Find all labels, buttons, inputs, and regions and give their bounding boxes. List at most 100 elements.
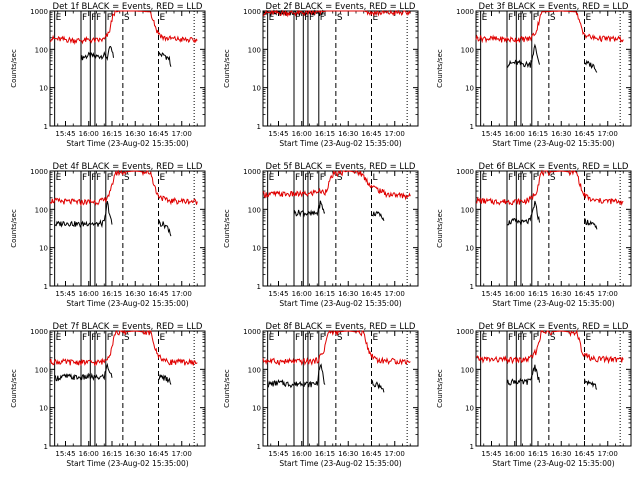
x-tick-label: 16:30 (338, 290, 358, 298)
event-marker-label: F (320, 173, 325, 183)
chart-panel-3: Det 3f BLACK = Events, RED = LLD 1 10 100 10… (436, 2, 632, 148)
x-tick-label: 17:00 (385, 290, 405, 298)
lld-series-line (475, 169, 624, 206)
chart-panel-2: Det 2f BLACK = Events, RED = LLD 1 10 100 10… (223, 2, 419, 148)
y-tick-label: 100 (461, 366, 474, 374)
y-axis-label: Counts/sec (223, 369, 231, 408)
event-marker-label: F (304, 173, 309, 183)
event-marker-label: E (482, 13, 488, 23)
event-marker-label: E (586, 13, 592, 23)
x-tick-label: 16:30 (551, 130, 571, 138)
x-tick-label: 16:15 (315, 290, 335, 298)
x-tick-label: 15:45 (268, 130, 288, 138)
x-tick-label: 16:45 (574, 130, 594, 138)
x-axis-label: Start Time (23-Aug-02 15:35:00) (492, 299, 614, 308)
plot-frame (49, 330, 206, 447)
event-marker-label: F (304, 13, 309, 23)
y-tick-label: 10 (39, 405, 48, 413)
event-marker-label: F (508, 13, 513, 23)
chart-title: Det 1f BLACK = Events, RED = LLD (53, 2, 203, 12)
x-tick-label: 16:45 (574, 450, 594, 458)
y-tick-label: 1000 (243, 168, 261, 176)
y-tick-label: 1 (470, 283, 474, 291)
chart-title: Det 3f BLACK = Events, RED = LLD (479, 2, 629, 12)
lld-series-line (49, 329, 198, 366)
events-series-line (506, 43, 540, 69)
events-series-line (267, 363, 326, 389)
y-tick-label: 1000 (30, 168, 48, 176)
y-tick-label: 100 (248, 366, 261, 374)
event-marker-label: S (550, 13, 556, 23)
x-axis-label: Start Time (23-Aug-02 15:35:00) (66, 299, 188, 308)
chart-title: Det 2f BLACK = Events, RED = LLD (266, 2, 416, 12)
event-marker-label: F (517, 333, 522, 343)
event-marker-label: E (56, 13, 62, 23)
x-tick-label: 15:45 (268, 450, 288, 458)
x-tick-label: 15:45 (481, 130, 501, 138)
y-tick-label: 100 (248, 206, 261, 214)
x-tick-label: 17:00 (385, 450, 405, 458)
events-series-line (371, 210, 385, 222)
plot-frame (475, 10, 632, 127)
x-tick-label: 16:45 (574, 290, 594, 298)
y-tick-label: 100 (35, 206, 48, 214)
chart-title: Det 5f BLACK = Events, RED = LLD (266, 162, 416, 172)
event-marker-label: F (96, 13, 101, 23)
plot-frame (475, 170, 632, 287)
event-marker-label: F (91, 13, 96, 23)
plot-frame (49, 170, 206, 287)
event-marker-label: F (91, 333, 96, 343)
y-tick-label: 1000 (456, 8, 474, 16)
plot-frame (475, 330, 632, 447)
y-tick-label: 10 (39, 85, 48, 93)
chart-panel-5: Det 5f BLACK = Events, RED = LLD 1 10 100 10… (223, 162, 419, 308)
x-tick-label: 17:00 (598, 290, 618, 298)
lld-series-line (475, 329, 624, 365)
x-tick-label: 17:00 (385, 130, 405, 138)
x-tick-label: 16:15 (102, 290, 122, 298)
event-marker-label: F (320, 13, 325, 23)
y-tick-label: 1 (44, 283, 48, 291)
x-tick-label: 15:45 (481, 290, 501, 298)
event-marker-label: S (124, 13, 130, 23)
x-tick-label: 16:30 (338, 130, 358, 138)
event-marker-label: E (56, 173, 62, 183)
event-marker-label: F (96, 333, 101, 343)
x-axis-label: Start Time (23-Aug-02 15:35:00) (492, 139, 614, 148)
y-tick-label: 1 (257, 283, 261, 291)
event-marker-label: S (550, 173, 556, 183)
event-marker-label: F (91, 173, 96, 183)
event-marker-label: E (482, 333, 488, 343)
y-axis-label: Counts/sec (10, 49, 18, 88)
chart-panel-7: Det 7f BLACK = Events, RED = LLD 1 10 100 10… (10, 322, 206, 468)
x-tick-label: 16:45 (361, 290, 381, 298)
chart-panel-1: Det 1f BLACK = Events, RED = LLD 1 10 100 10… (10, 2, 206, 148)
event-marker-label: F (82, 13, 87, 23)
lld-series-line (262, 9, 411, 18)
events-series-line (506, 364, 540, 386)
plot-frame (262, 170, 419, 287)
chart-panel-9: Det 9f BLACK = Events, RED = LLD 1 10 100 10… (436, 322, 632, 468)
y-tick-label: 100 (35, 366, 48, 374)
event-marker-label: E (586, 333, 592, 343)
x-tick-label: 16:15 (102, 450, 122, 458)
x-tick-label: 16:15 (315, 450, 335, 458)
event-marker-label: F (309, 333, 314, 343)
plot-frame (262, 330, 419, 447)
chart-title: Det 9f BLACK = Events, RED = LLD (479, 322, 629, 332)
event-marker-label: F (517, 13, 522, 23)
event-marker-label: S (337, 173, 343, 183)
x-axis-label: Start Time (23-Aug-02 15:35:00) (492, 459, 614, 468)
events-series-line (371, 380, 385, 393)
y-axis-label: Counts/sec (436, 209, 444, 248)
event-marker-label: F (295, 13, 300, 23)
y-tick-label: 10 (465, 85, 474, 93)
x-tick-label: 16:00 (292, 130, 312, 138)
y-tick-label: 100 (461, 46, 474, 54)
x-tick-label: 16:45 (361, 130, 381, 138)
y-tick-label: 1 (44, 443, 48, 451)
x-tick-label: 16:15 (102, 130, 122, 138)
lld-series-line (49, 10, 198, 45)
event-marker-label: E (373, 13, 379, 23)
event-marker-label: F (107, 13, 112, 23)
